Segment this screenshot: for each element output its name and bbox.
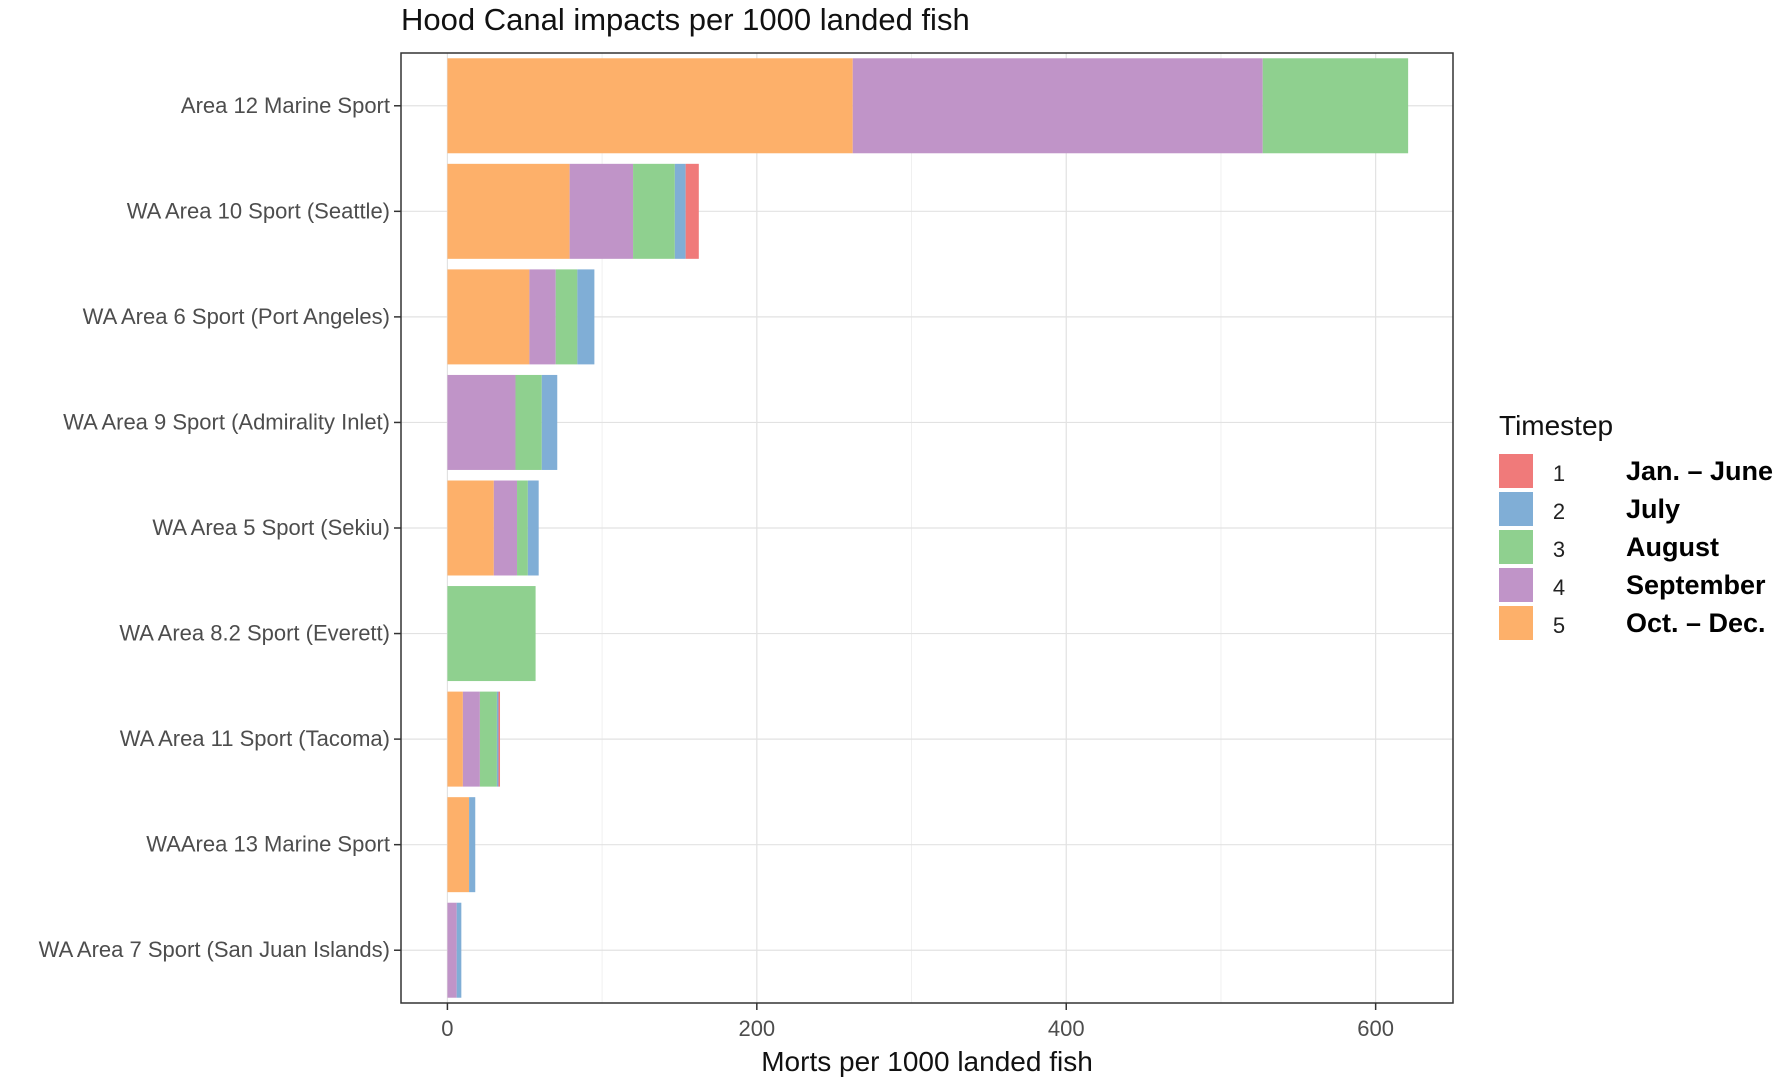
bar-segment-timestep-2 bbox=[469, 797, 476, 893]
x-tick-label: 200 bbox=[738, 1016, 775, 1041]
grid-lines bbox=[401, 53, 1453, 1003]
bar-segment-timestep-3 bbox=[633, 163, 675, 259]
bar-segment-timestep-3 bbox=[555, 269, 578, 365]
category-label: WA Area 11 Sport (Tacoma) bbox=[120, 726, 390, 751]
bar-segment-timestep-2 bbox=[674, 163, 686, 259]
legend-key-label: 1 bbox=[1553, 461, 1565, 486]
bar-segment-timestep-4 bbox=[852, 58, 1263, 154]
category-label: WA Area 8.2 Sport (Everett) bbox=[119, 621, 390, 646]
legend-description: September bbox=[1626, 570, 1766, 600]
bar-segment-timestep-5 bbox=[447, 797, 470, 893]
category-label: WA Area 10 Sport (Seattle) bbox=[127, 198, 390, 223]
bar-segment-timestep-3 bbox=[1262, 58, 1409, 154]
x-tick-label: 600 bbox=[1357, 1016, 1394, 1041]
bar-segment-timestep-5 bbox=[447, 58, 853, 154]
legend-description: Jan. – June bbox=[1626, 456, 1773, 486]
x-tick-label: 400 bbox=[1048, 1016, 1085, 1041]
bar-segment-timestep-5 bbox=[447, 691, 463, 787]
legend-swatch bbox=[1499, 530, 1533, 564]
category-label: WA Area 7 Sport (San Juan Islands) bbox=[39, 937, 390, 962]
legend-key-label: 4 bbox=[1553, 575, 1565, 600]
legend-swatch bbox=[1499, 454, 1533, 488]
bar-segment-timestep-5 bbox=[447, 163, 570, 259]
category-label: WAArea 13 Marine Sport bbox=[146, 832, 390, 857]
bar-segment-timestep-1 bbox=[685, 163, 699, 259]
bar-segment-timestep-4 bbox=[462, 691, 480, 787]
bar-segment-timestep-3 bbox=[479, 691, 497, 787]
value-axis: 0 200 400 600 bbox=[441, 1003, 1394, 1041]
bar-segment-timestep-2 bbox=[577, 269, 595, 365]
x-axis-title: Morts per 1000 landed fish bbox=[761, 1046, 1093, 1077]
legend-key-label: 3 bbox=[1553, 537, 1565, 562]
bar-segment-timestep-5 bbox=[447, 480, 494, 576]
bar-segment-timestep-2 bbox=[541, 374, 558, 470]
bar-segment-timestep-1 bbox=[498, 691, 501, 787]
legend-swatch bbox=[1499, 606, 1533, 640]
legend-key-label: 5 bbox=[1553, 613, 1565, 638]
bar-segment-timestep-3 bbox=[447, 586, 536, 682]
bars bbox=[447, 58, 1409, 998]
category-label: WA Area 9 Sport (Admirality Inlet) bbox=[63, 409, 390, 434]
x-tick-label: 0 bbox=[441, 1016, 453, 1041]
bar-segment-timestep-4 bbox=[529, 269, 556, 365]
category-axis: Area 12 Marine Sport WA Area 10 Sport (Se… bbox=[39, 93, 401, 962]
bar-segment-timestep-4 bbox=[447, 374, 516, 470]
legend-swatch bbox=[1499, 492, 1533, 526]
category-label: WA Area 5 Sport (Sekiu) bbox=[152, 515, 390, 540]
bar-segment-timestep-4 bbox=[447, 902, 457, 998]
legend-description: August bbox=[1626, 532, 1719, 562]
bar-segment-timestep-2 bbox=[527, 480, 539, 576]
bar-segment-timestep-5 bbox=[447, 269, 530, 365]
legend: Timestep 1 Jan. – June 2 July 3 August 4 Septem… bbox=[1499, 410, 1773, 640]
legend-swatch bbox=[1499, 568, 1533, 602]
bar-segment-timestep-4 bbox=[569, 163, 634, 259]
legend-description: Oct. – Dec. bbox=[1626, 608, 1766, 638]
bar-segment-timestep-3 bbox=[515, 374, 542, 470]
bar-segment-timestep-3 bbox=[517, 480, 528, 576]
bar-segment-timestep-4 bbox=[493, 480, 518, 576]
category-label: Area 12 Marine Sport bbox=[181, 93, 390, 118]
legend-key-label: 2 bbox=[1553, 499, 1565, 524]
bar-segment-timestep-2 bbox=[456, 902, 462, 998]
legend-description: July bbox=[1626, 494, 1680, 524]
chart-title: Hood Canal impacts per 1000 landed fish bbox=[401, 2, 970, 37]
legend-title: Timestep bbox=[1499, 410, 1613, 441]
bar-segment-timestep-2 bbox=[496, 691, 499, 787]
category-label: WA Area 6 Sport (Port Angeles) bbox=[83, 304, 390, 329]
